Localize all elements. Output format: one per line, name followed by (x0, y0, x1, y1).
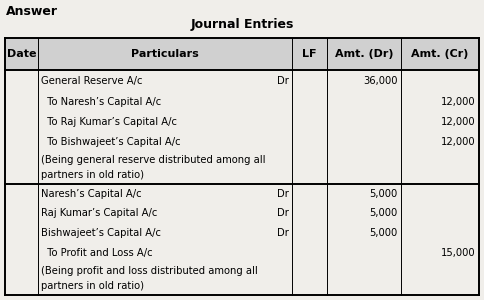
Text: Dr: Dr (277, 189, 289, 199)
Text: Dr: Dr (277, 76, 289, 86)
Text: To Bishwajeet’s Capital A/c: To Bishwajeet’s Capital A/c (41, 137, 181, 147)
Text: 36,000: 36,000 (363, 76, 398, 86)
Text: Particulars: Particulars (131, 49, 199, 59)
Text: Amt. (Dr): Amt. (Dr) (335, 49, 393, 59)
Text: To Raj Kumar’s Capital A/c: To Raj Kumar’s Capital A/c (41, 117, 177, 127)
Text: 12,000: 12,000 (441, 137, 476, 147)
Text: Naresh’s Capital A/c: Naresh’s Capital A/c (41, 189, 142, 199)
Text: 15,000: 15,000 (441, 248, 476, 258)
Text: Journal Entries: Journal Entries (190, 18, 294, 31)
Text: Bishwajeet’s Capital A/c: Bishwajeet’s Capital A/c (41, 228, 161, 238)
Bar (5, 38, 479, 70)
Text: Answer: Answer (6, 5, 58, 18)
Text: 5,000: 5,000 (370, 189, 398, 199)
Text: General Reserve A/c: General Reserve A/c (41, 76, 143, 86)
Text: 12,000: 12,000 (441, 117, 476, 127)
Text: partners in old ratio): partners in old ratio) (41, 170, 144, 180)
Text: (Being profit and loss distributed among all: (Being profit and loss distributed among… (41, 266, 258, 277)
Text: Raj Kumar’s Capital A/c: Raj Kumar’s Capital A/c (41, 208, 158, 218)
Text: partners in old ratio): partners in old ratio) (41, 281, 144, 291)
Text: (Being general reserve distributed among all: (Being general reserve distributed among… (41, 155, 266, 165)
Text: To Profit and Loss A/c: To Profit and Loss A/c (41, 248, 153, 258)
Text: Dr: Dr (277, 228, 289, 238)
Text: Dr: Dr (277, 208, 289, 218)
Text: 12,000: 12,000 (441, 97, 476, 107)
Text: Amt. (Cr): Amt. (Cr) (411, 49, 469, 59)
Text: Date: Date (7, 49, 36, 59)
Text: To Naresh’s Capital A/c: To Naresh’s Capital A/c (41, 97, 162, 107)
Text: LF: LF (302, 49, 317, 59)
Text: 5,000: 5,000 (370, 228, 398, 238)
Text: 5,000: 5,000 (370, 208, 398, 218)
